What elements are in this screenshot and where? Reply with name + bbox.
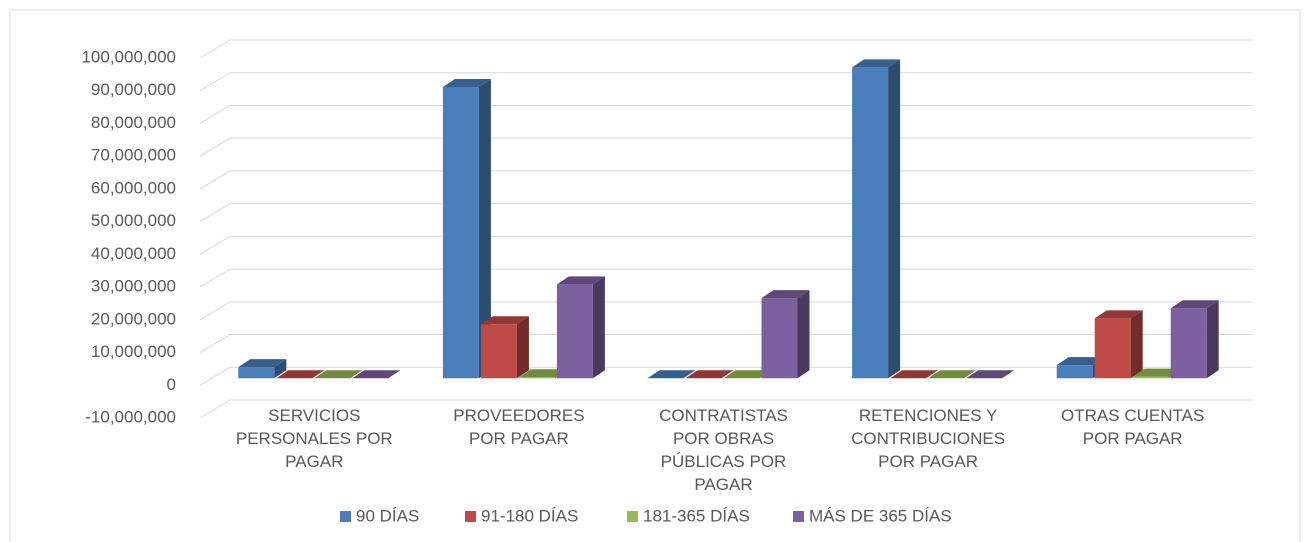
bar-top	[1094, 310, 1143, 319]
bar-side	[1130, 310, 1143, 379]
bar-top	[928, 370, 977, 379]
bar-top	[276, 370, 325, 379]
bar	[352, 370, 401, 379]
bar-side	[1206, 300, 1219, 379]
bar	[556, 276, 605, 379]
bar-top	[480, 316, 529, 325]
bar-top	[852, 59, 901, 68]
grid-line	[199, 104, 1253, 124]
bar-front	[442, 87, 479, 379]
y-tick-label: 60,000,000	[91, 178, 176, 197]
x-tick-label: PROVEEDORES POR PAGAR	[453, 406, 585, 448]
bar	[647, 370, 696, 379]
bar	[238, 359, 287, 379]
bar	[723, 370, 772, 379]
bar	[314, 370, 363, 379]
bar-side	[592, 276, 605, 379]
grid-line	[199, 235, 1253, 255]
bar-top	[966, 370, 1015, 379]
x-tick-label: RETENCIONES Y CONTRIBUCIONES POR PAGAR	[851, 406, 1006, 471]
grid-line	[199, 137, 1253, 157]
bar-top	[1056, 357, 1105, 366]
bar-side	[797, 290, 810, 379]
y-tick-label: 0	[167, 375, 176, 394]
grid-line	[199, 334, 1253, 353]
bar-top	[685, 370, 734, 379]
bar-front	[480, 324, 517, 379]
grid-line	[199, 399, 1253, 419]
y-tick-label: -10,000,000	[85, 407, 176, 426]
bar-front	[1056, 365, 1093, 379]
grid-line	[199, 72, 1253, 92]
y-tick-label: 100,000,000	[81, 47, 176, 66]
y-tick-label: 10,000,000	[91, 342, 176, 361]
grid-line	[199, 366, 1253, 386]
legend-swatch	[627, 511, 638, 522]
y-tick-label: 30,000,000	[91, 277, 176, 296]
bar	[761, 290, 810, 379]
x-tick-label: CONTRATISTAS POR OBRAS PÚBLICAS POR PAGA…	[659, 406, 788, 494]
bar-front	[518, 377, 555, 379]
grid-line	[199, 170, 1253, 190]
legend-swatch	[465, 511, 476, 522]
bar	[480, 316, 529, 379]
grid-line	[199, 268, 1253, 288]
y-tick-label: 70,000,000	[91, 146, 176, 165]
bar-top	[442, 79, 491, 87]
x-tick-label: SERVICIOS PERSONALES POR PAGAR	[235, 406, 393, 471]
legend-label: MÁS DE 365 DÍAS	[809, 506, 952, 525]
bar-side	[888, 59, 901, 379]
bar-top	[1132, 368, 1181, 377]
bar	[276, 370, 325, 379]
bar-top	[314, 370, 363, 379]
bar	[442, 79, 491, 379]
bar-front	[556, 284, 593, 379]
bar-top	[238, 359, 287, 368]
bar-front	[238, 367, 275, 379]
legend-swatch	[340, 511, 351, 522]
bar	[1094, 310, 1143, 379]
bar-top	[647, 370, 696, 379]
bar	[890, 370, 939, 379]
legend-label: 181-365 DÍAS	[643, 506, 750, 525]
bar-side	[478, 79, 491, 379]
bar-top	[1170, 300, 1219, 309]
y-tick-label: 20,000,000	[91, 309, 176, 328]
bar-top	[890, 370, 939, 379]
bar	[685, 370, 734, 379]
bar-side	[274, 359, 287, 379]
bar-side	[516, 316, 529, 379]
bar-front	[1132, 376, 1169, 379]
y-tick-label: 90,000,000	[91, 80, 176, 99]
y-tick-label: 50,000,000	[91, 211, 176, 230]
bar-top	[518, 369, 567, 378]
bar-front	[1094, 318, 1131, 379]
bar	[928, 370, 977, 379]
bar-top	[352, 370, 401, 379]
bar-top	[723, 370, 772, 379]
bar-front	[852, 67, 889, 379]
legend-label: 91-180 DÍAS	[481, 506, 578, 525]
legend-swatch	[793, 511, 804, 522]
chart-frame	[9, 9, 1301, 542]
legend-label: 90 DÍAS	[356, 506, 419, 525]
y-tick-label: 80,000,000	[91, 113, 176, 132]
bar-front	[1170, 308, 1207, 379]
grid-line	[199, 301, 1253, 321]
bar	[966, 370, 1015, 379]
bar-top	[556, 276, 605, 285]
bar-front	[761, 298, 798, 379]
bar-top	[761, 290, 810, 299]
bar	[1170, 300, 1219, 379]
bar	[852, 59, 901, 379]
x-tick-label: OTRAS CUENTAS POR PAGAR	[1061, 406, 1205, 448]
grid-line	[199, 203, 1253, 223]
grid-line	[199, 39, 1253, 59]
y-tick-label: 40,000,000	[91, 244, 176, 263]
